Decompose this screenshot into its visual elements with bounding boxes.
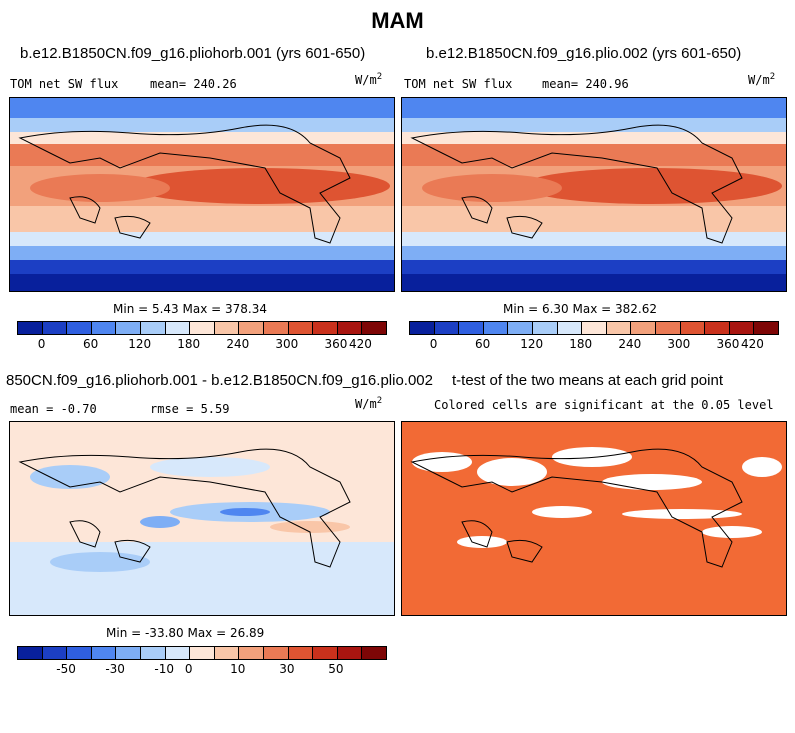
colorbar-swatch <box>410 322 435 334</box>
colorbar-swatch <box>483 322 509 334</box>
colorbar-swatch <box>680 322 706 334</box>
colorbar-swatch <box>337 647 363 659</box>
colorbar-tick-label: 10 <box>230 662 246 676</box>
colorbar-tick-label: 240 <box>618 337 642 351</box>
colorbar-tick-label: -10 <box>154 662 174 676</box>
panel4-map <box>401 421 787 616</box>
colorbar-swatch <box>214 322 240 334</box>
colorbar-swatch <box>239 647 264 659</box>
colorbar-swatch <box>165 322 191 334</box>
colorbar-swatch <box>631 322 656 334</box>
panel2-map <box>401 97 787 292</box>
colorbar-swatch <box>239 322 264 334</box>
panel1-variable-label: TOM net SW flux <box>10 77 119 91</box>
colorbar-swatch <box>116 322 141 334</box>
panel3-mean-label: mean = -0.70 <box>10 402 97 416</box>
colorbar-swatch <box>18 647 43 659</box>
colorbar-swatch <box>263 322 289 334</box>
colorbar-tick-label: 120 <box>520 337 544 351</box>
colorbar-swatch <box>754 322 778 334</box>
colorbar-tick-label: 30 <box>279 662 295 676</box>
colorbar-swatch <box>434 322 460 334</box>
panel1-map <box>9 97 395 292</box>
colorbar-swatch <box>140 322 166 334</box>
panel3-title: 850CN.f09_g16.pliohorb.001 - b.e12.B1850… <box>6 372 433 389</box>
colorbar-tick-label: 50 <box>328 662 344 676</box>
colorbar-swatch <box>459 322 484 334</box>
panel1-units: W/m2 <box>355 72 383 87</box>
colorbar-swatch <box>729 322 755 334</box>
panel1-colorbar <box>17 321 387 335</box>
colorbar-swatch <box>140 647 166 659</box>
colorbar-tick-label: 180 <box>177 337 201 351</box>
panel1-mean-label: mean= 240.26 <box>150 77 237 91</box>
colorbar-swatch <box>190 322 215 334</box>
panel2-colorbar <box>409 321 779 335</box>
colorbar-swatch <box>263 647 289 659</box>
panel3-map-field <box>10 422 394 615</box>
panel1-map-field <box>10 98 394 291</box>
colorbar-tick-label: 0 <box>37 337 46 351</box>
colorbar-swatch <box>532 322 558 334</box>
colorbar-tick-label: 0 <box>184 662 193 676</box>
colorbar-swatch <box>18 322 43 334</box>
panel3-minmax: Min = -33.80 Max = 26.89 <box>106 626 265 640</box>
panel3-units: W/m2 <box>355 396 383 411</box>
panel1-title: b.e12.B1850CN.f09_g16.pliohorb.001 (yrs … <box>20 45 366 62</box>
colorbar-swatch <box>165 647 191 659</box>
colorbar-tick-label: 360 <box>716 337 740 351</box>
colorbar-swatch <box>288 647 314 659</box>
colorbar-swatch <box>190 647 215 659</box>
colorbar-swatch <box>214 647 240 659</box>
colorbar-tick-label: -50 <box>56 662 76 676</box>
panel3-rmse-label: rmse = 5.59 <box>150 402 230 416</box>
figure-title: MAM <box>371 8 424 33</box>
colorbar-swatch <box>582 322 607 334</box>
panel4-title: t-test of the two means at each grid poi… <box>452 372 723 389</box>
colorbar-tick-label: 120 <box>128 337 152 351</box>
colorbar-tick-label: 180 <box>569 337 593 351</box>
panel2-variable-label: TOM net SW flux <box>404 77 513 91</box>
colorbar-swatch <box>705 322 730 334</box>
colorbar-tick-label: 360 <box>324 337 348 351</box>
colorbar-tick-label: 300 <box>667 337 691 351</box>
colorbar-tick-label: 420 <box>349 337 372 351</box>
colorbar-swatch <box>313 322 338 334</box>
colorbar-swatch <box>67 322 92 334</box>
colorbar-swatch <box>91 647 117 659</box>
colorbar-tick-label: 300 <box>275 337 299 351</box>
panel2-minmax: Min = 6.30 Max = 382.62 <box>503 302 657 316</box>
colorbar-swatch <box>91 322 117 334</box>
colorbar-tick-label: 60 <box>82 337 99 351</box>
colorbar-swatch <box>655 322 681 334</box>
panel2-mean-label: mean= 240.96 <box>542 77 629 91</box>
colorbar-swatch <box>606 322 632 334</box>
colorbar-swatch <box>42 322 68 334</box>
panel4-subtitle: Colored cells are significant at the 0.0… <box>434 398 774 412</box>
colorbar-tick-label: 0 <box>429 337 438 351</box>
colorbar-swatch <box>288 322 314 334</box>
panel4-map-field <box>402 422 786 615</box>
colorbar-swatch <box>42 647 68 659</box>
colorbar-swatch <box>362 322 386 334</box>
colorbar-tick-label: 240 <box>226 337 250 351</box>
panel2-units: W/m2 <box>748 72 776 87</box>
colorbar-swatch <box>337 322 363 334</box>
colorbar-swatch <box>313 647 338 659</box>
colorbar-tick-label: 420 <box>741 337 764 351</box>
colorbar-swatch <box>67 647 92 659</box>
colorbar-tick-label: -30 <box>105 662 125 676</box>
panel2-map-field <box>402 98 786 291</box>
panel2-title: b.e12.B1850CN.f09_g16.plio.002 (yrs 601-… <box>426 45 742 62</box>
colorbar-swatch <box>508 322 533 334</box>
colorbar-swatch <box>362 647 386 659</box>
colorbar-tick-label: 60 <box>474 337 491 351</box>
panel1-minmax: Min = 5.43 Max = 378.34 <box>113 302 267 316</box>
panel3-colorbar <box>17 646 387 660</box>
colorbar-swatch <box>116 647 141 659</box>
panel3-map <box>9 421 395 616</box>
colorbar-swatch <box>557 322 583 334</box>
